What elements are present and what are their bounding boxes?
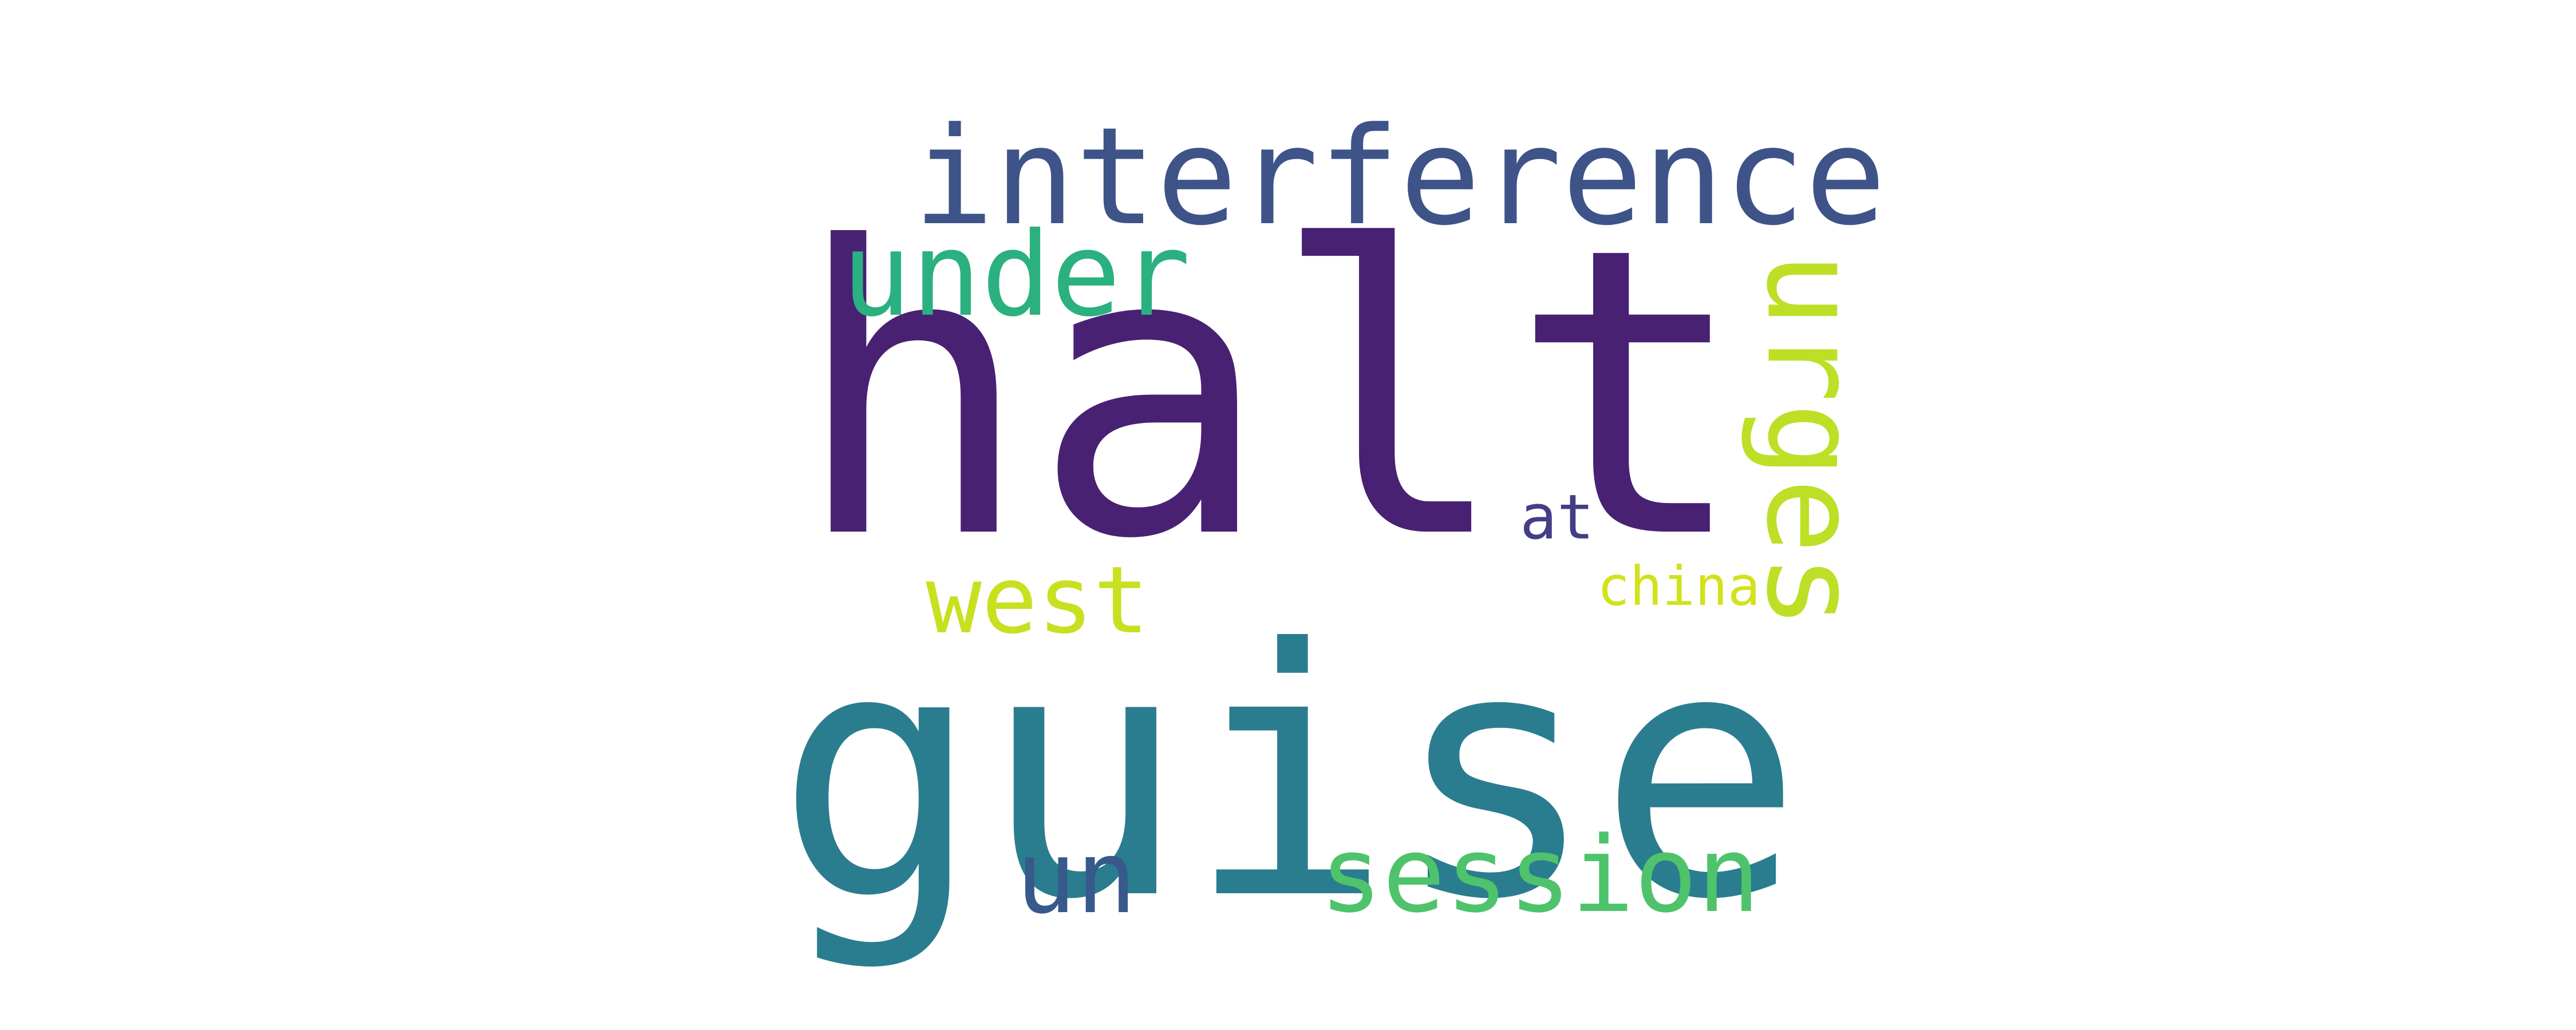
word-china: china — [1597, 554, 1760, 618]
word-guise: guise — [776, 576, 1803, 974]
word-session: session — [1319, 814, 1760, 936]
word-un: un — [1016, 819, 1137, 937]
word-interference: interference — [913, 98, 1886, 255]
word-at: at — [1520, 482, 1594, 554]
word-urges: urges — [1739, 252, 1886, 629]
word-west: west — [926, 547, 1149, 655]
word-halt: halt — [793, 163, 1749, 626]
word-under: under — [841, 207, 1191, 342]
